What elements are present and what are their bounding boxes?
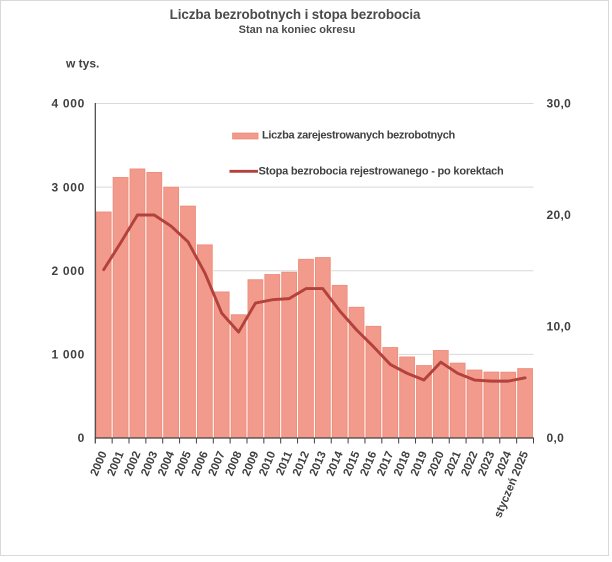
svg-text:20,0: 20,0 (547, 208, 572, 222)
svg-text:2 000: 2 000 (51, 264, 85, 278)
svg-text:Liczba zarejestrowanych bezrob: Liczba zarejestrowanych bezrobotnych (262, 129, 456, 141)
svg-text:0,0: 0,0 (547, 431, 565, 445)
svg-text:3 000: 3 000 (51, 180, 85, 194)
svg-text:10,0: 10,0 (547, 320, 572, 334)
svg-text:4 000: 4 000 (51, 97, 85, 111)
svg-text:0: 0 (78, 431, 85, 445)
svg-text:Stan na koniec okresu: Stan na koniec okresu (239, 24, 356, 36)
svg-text:Liczba bezrobotnych i stopa be: Liczba bezrobotnych i stopa bezrobocia (170, 7, 421, 22)
svg-text:1 000: 1 000 (51, 348, 85, 362)
svg-text:30,0: 30,0 (547, 97, 572, 111)
svg-text:w tys.: w tys. (65, 56, 99, 70)
svg-text:Stopa bezrobocia rejestrowaneg: Stopa bezrobocia rejestrowanego - po kor… (259, 166, 505, 178)
